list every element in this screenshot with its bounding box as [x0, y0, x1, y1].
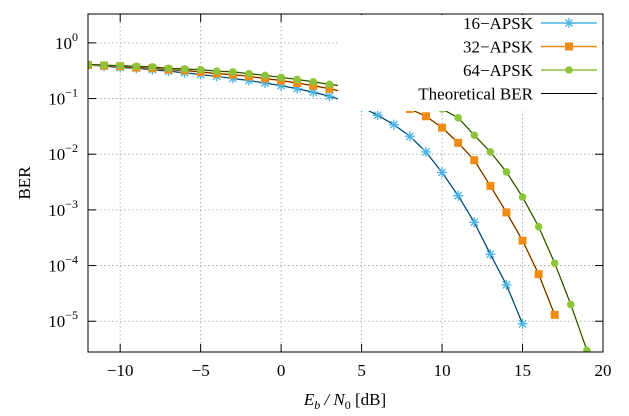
marker — [148, 63, 157, 71]
marker — [534, 270, 543, 279]
marker — [229, 68, 237, 76]
y-tick-base: 10 — [48, 90, 65, 109]
marker — [470, 131, 479, 139]
marker — [324, 91, 335, 102]
marker — [583, 346, 591, 352]
marker — [404, 131, 415, 142]
marker — [88, 60, 92, 69]
y-tick-base: 10 — [48, 257, 65, 276]
marker — [132, 62, 141, 71]
marker — [517, 318, 528, 329]
legend-label: 32−APSK — [463, 38, 534, 57]
marker — [372, 110, 383, 121]
marker — [325, 84, 334, 93]
x-tick-label: −5 — [192, 361, 210, 380]
x-label-part: / N — [320, 390, 346, 409]
marker — [502, 208, 511, 217]
x-label-part: [dB] — [351, 390, 386, 409]
y-tick-base: 10 — [48, 201, 65, 220]
marker — [502, 168, 511, 176]
y-tick-exponent: 0 — [72, 30, 78, 44]
legend-marker — [564, 18, 574, 28]
legend-box — [338, 15, 602, 111]
x-tick-label: −10 — [107, 361, 134, 380]
x-tick-label: 5 — [357, 361, 366, 380]
x-tick-label: 0 — [277, 361, 286, 380]
y-tick-exponent: −5 — [65, 308, 78, 322]
marker — [550, 310, 559, 319]
x-tick-label: 15 — [514, 361, 531, 380]
marker — [454, 114, 462, 122]
marker — [518, 193, 527, 201]
y-tick-exponent: −1 — [65, 86, 78, 100]
y-axis-label: BER — [15, 166, 34, 200]
marker — [309, 77, 318, 86]
x-label-part: b — [314, 398, 320, 412]
marker — [453, 190, 464, 201]
marker — [388, 119, 399, 130]
y-tick-exponent: −4 — [65, 253, 78, 267]
marker — [245, 69, 253, 78]
marker — [486, 148, 495, 156]
legend-marker — [565, 42, 573, 51]
marker — [454, 138, 463, 147]
marker — [550, 259, 559, 268]
marker — [437, 167, 448, 178]
x-tick-label: 10 — [434, 361, 451, 380]
marker — [293, 75, 302, 84]
marker — [116, 61, 124, 70]
marker — [470, 156, 479, 165]
y-tick-exponent: −2 — [65, 141, 78, 155]
marker — [325, 80, 334, 89]
marker — [485, 249, 496, 260]
marker — [438, 123, 447, 132]
y-tick-base: 10 — [55, 34, 72, 53]
marker — [196, 65, 205, 74]
marker — [421, 112, 430, 121]
marker — [534, 222, 543, 231]
marker — [518, 236, 527, 245]
legend-label: 64−APSK — [463, 61, 534, 80]
y-tick-label: 10−1 — [48, 86, 78, 109]
y-tick-label: 10−4 — [48, 253, 78, 276]
plot-frame — [87, 13, 604, 353]
marker — [276, 80, 287, 91]
y-tick-exponent: −3 — [65, 197, 78, 211]
marker — [469, 217, 480, 228]
marker — [260, 78, 271, 89]
marker — [567, 300, 575, 309]
marker — [309, 81, 318, 90]
marker — [100, 61, 108, 69]
y-tick-base: 10 — [48, 312, 65, 331]
x-axis-label: Eb / N0 [dB] — [303, 390, 386, 412]
x-label-part: E — [303, 390, 315, 409]
marker — [420, 146, 431, 157]
y-tick-label: 10−3 — [48, 197, 78, 220]
y-tick-base: 10 — [48, 145, 65, 164]
legend-label: 16−APSK — [463, 14, 534, 33]
marker — [486, 181, 495, 190]
theory-line — [88, 64, 523, 324]
y-tick-label: 100 — [55, 30, 78, 53]
legend-label: Theoretical BER — [418, 85, 533, 104]
marker — [212, 67, 221, 75]
x-label-part: 0 — [345, 398, 351, 412]
y-tick-label: 10−2 — [48, 141, 78, 164]
marker — [180, 65, 189, 73]
x-tick-label: 20 — [595, 361, 612, 380]
marker — [292, 83, 303, 94]
marker — [164, 64, 173, 73]
marker — [261, 71, 269, 80]
marker — [277, 73, 285, 82]
legend-marker — [565, 66, 573, 74]
marker — [308, 87, 319, 98]
marker — [501, 279, 512, 290]
y-tick-label: 10−5 — [48, 308, 78, 331]
marker — [243, 75, 254, 86]
